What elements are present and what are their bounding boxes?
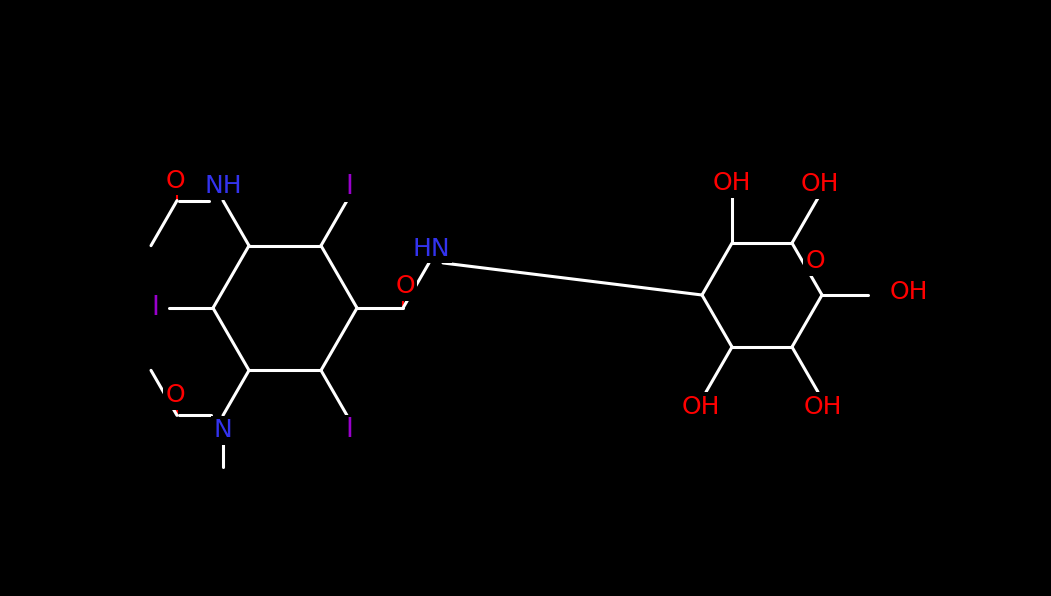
Text: O: O [165, 383, 185, 408]
Text: I: I [345, 173, 353, 200]
Text: OH: OH [890, 280, 928, 304]
Text: OH: OH [804, 395, 842, 419]
Text: OH: OH [801, 172, 840, 196]
Text: O: O [805, 249, 825, 273]
Text: NH: NH [204, 173, 242, 198]
Text: OH: OH [682, 395, 720, 419]
Text: HN: HN [412, 237, 450, 261]
Text: I: I [345, 417, 353, 443]
Text: O: O [395, 274, 415, 298]
Text: N: N [213, 418, 232, 442]
Text: I: I [151, 295, 159, 321]
Text: OH: OH [713, 171, 751, 195]
Text: O: O [165, 169, 185, 193]
